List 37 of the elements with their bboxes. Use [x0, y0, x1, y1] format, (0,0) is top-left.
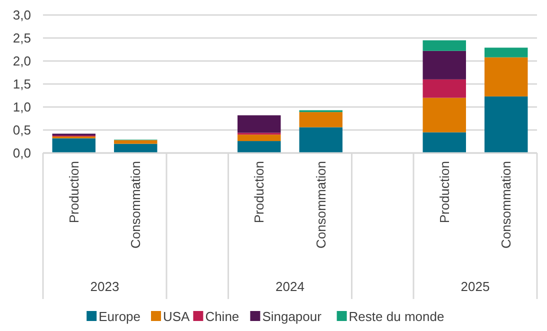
bar — [114, 140, 158, 144]
x-tick-label: Consommation — [498, 161, 514, 248]
y-tick-label: 1,0 — [12, 100, 31, 115]
x-tick-label: Consommation — [128, 161, 144, 248]
y-tick-label: 1,5 — [12, 76, 31, 92]
legend-label: Reste du monde — [348, 309, 444, 324]
bar — [422, 98, 466, 132]
text: 2024 — [276, 279, 304, 294]
y-tick-label: 2,5 — [12, 30, 31, 46]
y-tick-label: 0,5 — [12, 122, 31, 138]
bar — [114, 144, 158, 153]
bar — [52, 138, 96, 153]
bar — [238, 115, 281, 133]
x-tick-label: Consommation — [313, 161, 328, 248]
x-tick-label: Production — [436, 161, 452, 224]
text: 2025 — [460, 279, 490, 294]
legend-label: Europe — [98, 309, 141, 324]
x-tick-label: Production — [66, 161, 82, 224]
bar — [484, 48, 528, 58]
y-tick-label: 3,0 — [12, 8, 31, 23]
bar — [422, 50, 466, 80]
legend-label: Chine — [205, 309, 240, 324]
legend-label: Singapour — [262, 309, 322, 324]
x-tick-label: Production — [252, 161, 267, 224]
bar — [422, 132, 466, 153]
bar — [422, 40, 466, 51]
bar — [299, 127, 342, 153]
y-tick-label: 0,0 — [12, 146, 31, 161]
bar — [484, 57, 528, 96]
text: 2023 — [90, 279, 120, 294]
bar — [299, 112, 342, 128]
bar — [238, 134, 281, 142]
bar — [484, 96, 528, 153]
bar — [422, 79, 466, 98]
legend-label: USA — [163, 309, 190, 324]
y-tick-label: 2,0 — [12, 54, 31, 69]
bar — [238, 141, 281, 153]
